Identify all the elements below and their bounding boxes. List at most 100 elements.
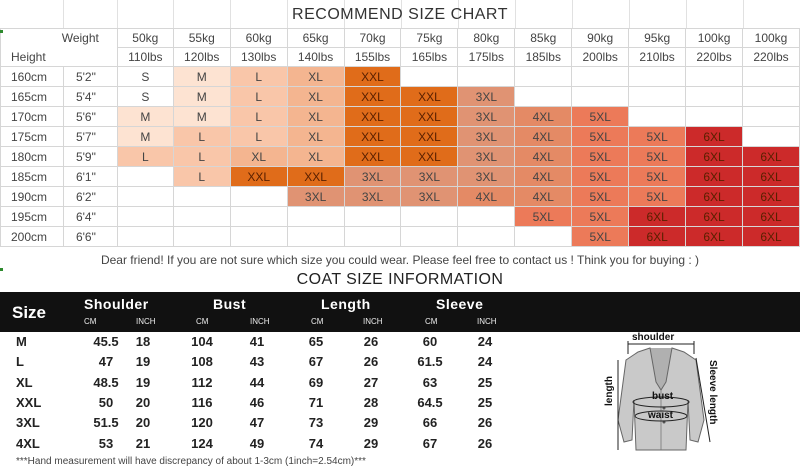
measurement-value: 120 <box>191 415 213 431</box>
weight-lbs-cell: 130lbs <box>229 47 288 67</box>
size-cell: XXL <box>286 166 345 187</box>
size-cell: S <box>116 66 174 87</box>
size-cell: L <box>229 106 288 127</box>
size-cell: L <box>172 146 231 167</box>
size-cell: 4XL <box>514 166 573 187</box>
size-cell: 5XL <box>571 146 630 167</box>
weight-kg-cell: 85kg <box>514 28 573 48</box>
size-cell: 4XL <box>514 186 573 207</box>
weight-lbs-cell: 220lbs <box>685 47 743 67</box>
size-cell: XL <box>286 106 345 127</box>
measurement-value: 26 <box>477 415 493 431</box>
unit-label: CM <box>84 317 97 326</box>
size-cell: XL <box>286 66 345 87</box>
size-cell: L <box>229 66 288 87</box>
size-cell <box>116 186 174 207</box>
weight-lbs-cell: 210lbs <box>628 47 687 67</box>
size-cell: 3XL <box>400 166 459 187</box>
size-cell: XL <box>286 126 345 147</box>
size-cell: 3XL <box>457 126 516 147</box>
coat-size-row: XL 48.5 19 112 44 69 27 63 25 <box>0 373 560 393</box>
measurement-value: 26 <box>363 354 379 370</box>
measurement-value: 46 <box>249 394 265 410</box>
coat-size-name: XXL <box>16 394 42 410</box>
size-cell: 5XL <box>571 126 630 147</box>
size-cell: XXL <box>343 146 402 167</box>
size-cell: XXL <box>229 166 288 187</box>
size-cell: M <box>172 106 231 127</box>
unit-label: INCH <box>363 317 383 326</box>
size-cell: 5XL <box>628 186 687 207</box>
measurement-value: 51.5 <box>93 415 119 431</box>
height-inch-cell: 5'9" <box>62 146 118 167</box>
measurement-value: 60 <box>422 334 438 349</box>
size-cell: 6XL <box>685 146 743 167</box>
size-cell <box>457 226 516 247</box>
size-cell <box>571 86 630 107</box>
height-cm-cell: 200cm <box>0 226 64 247</box>
measurement-value: 108 <box>191 354 213 370</box>
cell-marker <box>0 268 3 271</box>
measurement-value: 24 <box>477 354 493 370</box>
measurement-value: 64.5 <box>417 394 443 410</box>
cell-marker <box>0 30 3 33</box>
height-inch-cell: 6'6" <box>62 226 118 247</box>
size-cell <box>514 66 573 87</box>
size-cell: XXL <box>343 86 402 107</box>
weight-lbs-cell: 220lbs <box>742 47 800 67</box>
size-cell: 6XL <box>742 206 800 227</box>
shoulder-header: Shoulder <box>84 296 149 312</box>
size-cell: 3XL <box>457 146 516 167</box>
coat-size-row: XXL 50 20 116 46 71 28 64.5 25 <box>0 393 560 413</box>
size-cell <box>685 86 743 107</box>
measurement-value: 20 <box>135 415 151 431</box>
size-cell: 3XL <box>457 166 516 187</box>
size-cell <box>172 226 231 247</box>
size-cell: 3XL <box>286 186 345 207</box>
measurement-value: 29 <box>363 435 379 451</box>
size-cell: L <box>172 126 231 147</box>
size-cell <box>685 106 743 127</box>
size-cell: L <box>116 146 174 167</box>
size-cell <box>229 206 288 227</box>
size-cell: 6XL <box>742 166 800 187</box>
weight-lbs-cell: 120lbs <box>172 47 231 67</box>
size-cell <box>343 226 402 247</box>
size-cell: XL <box>286 86 345 107</box>
size-cell: 6XL <box>685 206 743 227</box>
coat-title: COAT SIZE INFORMATION <box>296 271 504 288</box>
measurement-value: 41 <box>249 334 265 349</box>
height-row: 175cm 5'7" M L L XL XXL XXL 3XL 4XL 5XL 5XL 6XL <box>0 126 800 147</box>
measurement-value: 29 <box>363 415 379 431</box>
measurement-value: 20 <box>135 394 151 410</box>
size-cell <box>628 66 687 87</box>
height-inch-cell: 5'2" <box>62 66 118 87</box>
coat-size-row: 4XL 53 21 124 49 74 29 67 26 <box>0 434 560 454</box>
size-cell: XXL <box>400 86 459 107</box>
recommend-table: Weight 50kg 55kg 60kg 65kg 70kg 75kg 80kg 85kg 90… <box>0 28 800 247</box>
measurement-value: 44 <box>249 374 265 390</box>
size-cell <box>116 226 174 247</box>
measurement-value: 124 <box>191 435 213 451</box>
height-inch-cell: 6'2" <box>62 186 118 207</box>
size-cell <box>685 66 743 87</box>
size-cell <box>172 206 231 227</box>
measurement-value: 25 <box>477 374 493 390</box>
size-cell: M <box>172 86 231 107</box>
height-row: 200cm 6'6" 5XL 6XL 6XL 6XL <box>0 226 800 247</box>
weight-kg-cell: 100kg <box>685 28 743 48</box>
height-inch-cell: 6'4" <box>62 206 118 227</box>
measurement-value: 25 <box>477 394 493 410</box>
height-cm-cell: 165cm <box>0 86 64 107</box>
size-cell: M <box>172 66 231 87</box>
size-cell: 5XL <box>571 106 630 127</box>
size-cell <box>229 226 288 247</box>
size-cell: 6XL <box>685 126 743 147</box>
size-cell <box>457 206 516 227</box>
weight-kg-cell: 100kg <box>742 28 800 48</box>
height-cm-cell: 190cm <box>0 186 64 207</box>
measurement-value: 28 <box>363 394 379 410</box>
shoulder-label: shoulder <box>632 332 675 343</box>
size-cell: 5XL <box>571 186 630 207</box>
height-row: 185cm 6'1" L XXL XXL 3XL 3XL 3XL 4XL 5XL 5XL 6XL 6XL <box>0 166 800 187</box>
